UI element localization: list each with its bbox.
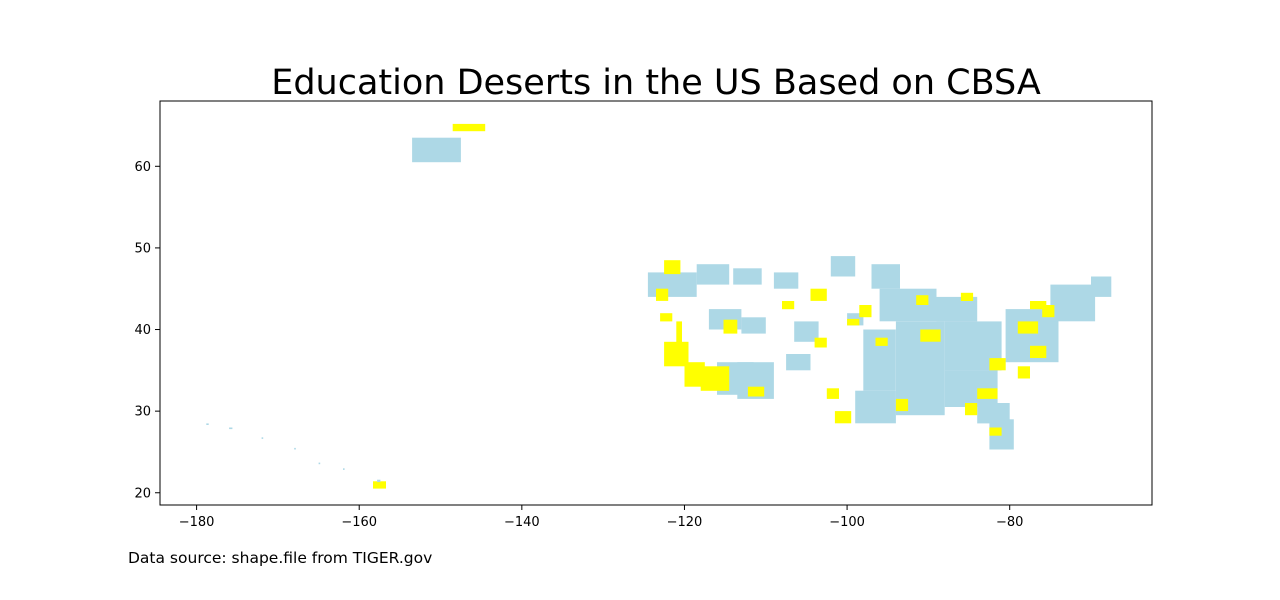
cbsa-region-6 [261, 437, 264, 439]
desert-region-54 [989, 358, 1006, 371]
y-tick-label: 60 [134, 160, 151, 175]
cbsa-region-20 [830, 256, 856, 277]
desert-region-47 [814, 337, 827, 348]
desert-region-38 [660, 313, 673, 322]
desert-region-43 [723, 319, 738, 334]
cbsa-region-34 [1091, 276, 1112, 297]
cbsa-region-10 [647, 272, 697, 297]
desert-region-1 [452, 123, 486, 132]
x-tick-label: −80 [996, 515, 1023, 530]
desert-region-57 [1017, 321, 1039, 334]
desert-region-55 [1017, 366, 1030, 379]
desert-region-51 [859, 305, 872, 318]
cbsa-region-25 [855, 390, 896, 424]
desert-region-61 [960, 292, 974, 301]
cbsa-region-5 [229, 427, 233, 430]
y-tick-label: 40 [134, 323, 151, 338]
y-axis: 20 30 40 50 60 [134, 160, 160, 501]
x-tick-label: −160 [341, 515, 377, 530]
desert-region-56 [1030, 345, 1047, 358]
x-tick-label: −100 [829, 515, 865, 530]
desert-region-37 [656, 288, 669, 301]
data-source-note: Data source: shape.file from TIGER.gov [128, 549, 433, 567]
desert-region-2 [373, 481, 386, 489]
cbsa-region-4 [206, 423, 209, 425]
desert-region-44 [747, 386, 765, 397]
cbsa-region-21 [871, 264, 900, 289]
desert-region-53 [977, 388, 998, 399]
desert-region-39 [676, 321, 682, 346]
cbsa-region-8 [318, 462, 321, 465]
desert-region-60 [916, 295, 929, 305]
desert-region-45 [782, 301, 795, 310]
desert-region-36 [664, 260, 681, 275]
cbsa-region-15 [741, 317, 766, 334]
desert-region-41 [684, 362, 705, 387]
desert-region-49 [834, 411, 852, 424]
plot-frame [159, 100, 1153, 506]
cbsa-region-18 [786, 354, 811, 371]
desert-region-40 [664, 341, 689, 367]
cbsa-region-19 [794, 321, 819, 342]
cbsa-regions [206, 123, 1112, 489]
cbsa-region-11 [696, 264, 730, 285]
x-tick-label: −140 [504, 515, 540, 530]
x-tick-label: −120 [667, 515, 703, 530]
desert-region-46 [810, 288, 827, 301]
desert-region-52 [920, 329, 941, 342]
desert-region-64 [895, 398, 909, 412]
desert-region-65 [875, 337, 888, 346]
chart-title: Education Deserts in the US Based on CBS… [271, 63, 1041, 103]
cbsa-region-9 [343, 468, 345, 470]
cbsa-region-31 [977, 403, 1010, 424]
desert-region-63 [965, 403, 978, 416]
cbsa-region-3 [377, 479, 381, 483]
desert-region-62 [989, 427, 1002, 436]
y-tick-label: 20 [134, 486, 151, 501]
desert-region-59 [1030, 301, 1047, 310]
x-tick-label: −180 [179, 515, 215, 530]
cbsa-region-12 [733, 268, 762, 285]
cbsa-region-7 [294, 447, 296, 450]
cbsa-region-0 [412, 137, 461, 163]
cbsa-region-33 [1050, 284, 1096, 322]
desert-region-50 [847, 318, 860, 326]
desert-region-42 [700, 366, 730, 391]
desert-region-48 [826, 388, 839, 399]
y-tick-label: 30 [134, 405, 151, 420]
y-tick-label: 50 [134, 241, 151, 256]
cbsa-region-13 [773, 272, 799, 289]
x-axis: −180 −160 −140 −120 −100 −80 [179, 505, 1023, 530]
